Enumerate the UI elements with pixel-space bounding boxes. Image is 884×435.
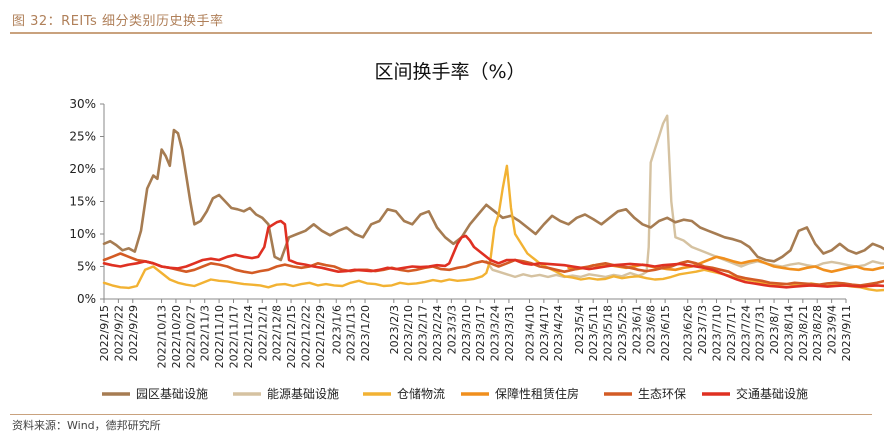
legend-label: 保障性租赁住房: [495, 386, 579, 401]
x-tick-label: 2022/11/3: [199, 305, 212, 361]
x-tick-label: 2023/5/25: [616, 305, 629, 361]
x-tick-label: 2023/1/6: [330, 305, 343, 354]
x-tick-label: 2023/9/4: [826, 305, 839, 354]
legend-label: 仓储物流: [397, 386, 445, 401]
chart-title: 区间换手率（%）: [374, 61, 525, 83]
series-line-4: [567, 255, 884, 273]
y-tick-label: 10%: [69, 227, 96, 241]
x-tick-label: 2022/12/22: [299, 305, 312, 368]
series-layer: [102, 114, 884, 292]
x-tick-label: 2022/12/15: [285, 305, 298, 368]
x-tick-label: 2022/10/20: [170, 305, 183, 368]
x-tick-label: 2023/6/26: [682, 305, 695, 361]
x-tick-label: 2022/11/24: [242, 305, 255, 368]
x-tick-label: 2023/3/17: [474, 305, 487, 361]
x-tick-label: 2023/3/31: [503, 305, 516, 361]
series-line-3: [102, 164, 884, 292]
x-tick-label: 2023/1/20: [359, 305, 372, 361]
x-tick-label: 2023/7/17: [725, 305, 738, 361]
source-note: 资料来源：Wind，德邦研究所: [12, 419, 161, 432]
y-tick-label: 30%: [69, 97, 96, 111]
y-tick-label: 20%: [69, 162, 96, 176]
x-tick-label: 2022/12/8: [271, 305, 284, 361]
x-tick-label: 2023/9/11: [840, 305, 853, 361]
series-line-1: [102, 128, 884, 263]
legend: 园区基础设施 能源基础设施 仓储物流 保障性租赁住房 生态环保 交通基础设施: [102, 386, 808, 401]
x-tick-label: 2022/9/29: [127, 305, 140, 361]
x-tick-label: 2023/2/17: [417, 305, 430, 361]
x-tick-label: 2022/9/15: [98, 305, 111, 361]
x-tick-label: 2022/11/10: [213, 305, 226, 368]
x-tick-label: 2023/5/18: [602, 305, 615, 361]
series-line-5: [102, 252, 884, 287]
x-tick-label: 2023/3/3: [445, 305, 458, 354]
series-line-6: [102, 219, 884, 289]
x-tick-label: 2022/12/1: [256, 305, 269, 361]
x-tick-label: 2023/7/10: [711, 305, 724, 361]
x-tick-label: 2023/7/3: [696, 305, 709, 354]
x-tick-label: 2023/3/10: [460, 305, 473, 361]
x-tick-label: 2023/5/11: [587, 305, 600, 361]
x-tick-label: 2023/4/17: [538, 305, 551, 361]
x-tick-label: 2023/4/10: [523, 305, 536, 361]
legend-label: 交通基础设施: [736, 386, 808, 401]
y-tick-label: 5%: [77, 260, 96, 274]
x-tick-label: 2023/5/4: [573, 305, 586, 354]
x-tick-label: 2023/8/21: [797, 305, 810, 361]
top-rule: [10, 32, 872, 34]
x-tick-label: 2022/10/13: [156, 305, 169, 368]
y-axis: 0% 5% 10% 15% 20% 25% 30%: [69, 97, 105, 306]
y-tick-label: 15%: [69, 195, 96, 209]
y-tick-label: 25%: [69, 130, 96, 144]
figure-label: 图 32：REITs 细分类别历史换手率: [12, 14, 224, 29]
x-tick-label: 2022/12/29: [314, 305, 327, 368]
x-tick-label: 2023/8/7: [768, 305, 781, 354]
x-tick-label: 2022/10/27: [184, 305, 197, 368]
x-tick-label: 2023/8/28: [811, 305, 824, 361]
x-tick-label: 2023/8/14: [782, 305, 795, 361]
x-tick-label: 2023/6/15: [659, 305, 672, 361]
x-tick-label: 2023/2/10: [402, 305, 415, 361]
legend-label: 能源基础设施: [267, 387, 339, 401]
x-tick-label: 2023/4/24: [552, 305, 565, 361]
x-tick-label: 2022/9/22: [112, 305, 125, 361]
x-tick-label: 2023/6/8: [645, 305, 658, 354]
x-tick-label: 2023/2/24: [431, 305, 444, 361]
x-tick-label: 2023/7/31: [754, 305, 767, 361]
x-tick-label: 2023/7/24: [739, 305, 752, 361]
x-tick-label: 2023/2/3: [388, 305, 401, 354]
series-line-2: [485, 114, 884, 279]
y-tick-label: 0%: [77, 292, 96, 306]
bottom-rule: [10, 414, 872, 415]
x-tick-label: 2022/11/17: [227, 305, 240, 368]
x-axis: 2022/9/15 2022/9/22 2022/9/29 2022/10/13 202…: [98, 298, 853, 368]
legend-label: 园区基础设施: [136, 387, 208, 401]
x-tick-label: 2023/1/13: [345, 305, 358, 361]
x-tick-label: 2023/6/1: [630, 305, 643, 354]
x-tick-label: 2023/3/24: [489, 305, 502, 361]
legend-label: 生态环保: [638, 387, 686, 401]
